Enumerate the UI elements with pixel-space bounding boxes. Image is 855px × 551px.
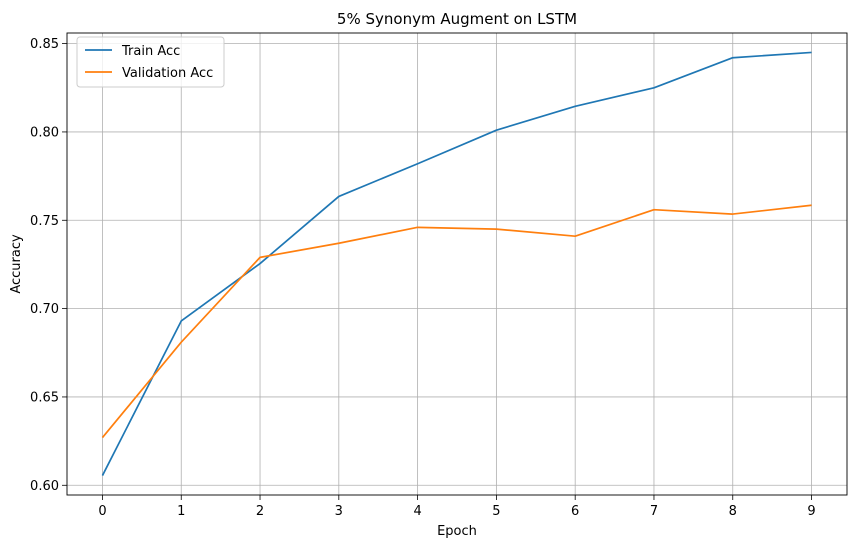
- x-tick-labels: 0 1 2 3 4 5 6 7 8 9: [98, 504, 815, 519]
- x-tick-label: 6: [571, 504, 579, 519]
- x-tick-label: 8: [729, 504, 737, 519]
- y-tick-label: 0.65: [30, 390, 59, 405]
- x-tick-label: 9: [807, 504, 815, 519]
- y-tick-label: 0.85: [30, 37, 59, 52]
- y-axis-label: Accuracy: [9, 234, 24, 294]
- x-axis-label: Epoch: [437, 524, 477, 539]
- legend: Train Acc Validation Acc: [76, 36, 225, 88]
- chart-title: 5% Synonym Augment on LSTM: [337, 10, 577, 28]
- y-tick-label: 0.70: [30, 302, 59, 317]
- y-tick-label: 0.75: [30, 214, 59, 229]
- y-tick-labels: 0.60 0.65 0.70 0.75 0.80 0.85: [30, 37, 59, 494]
- plot-area-frame: [66, 32, 848, 496]
- series-lines: [101, 51, 812, 476]
- x-tick-label: 7: [650, 504, 658, 519]
- series-line-validation-acc: [101, 204, 812, 439]
- x-tick-label: 2: [256, 504, 264, 519]
- series-line-train-acc: [101, 51, 812, 476]
- x-tick-label: 5: [492, 504, 500, 519]
- legend-frame: [76, 36, 225, 88]
- x-tick-label: 4: [413, 504, 421, 519]
- y-tick-label: 0.80: [30, 125, 59, 140]
- axes: [66, 32, 848, 496]
- x-tick-label: 1: [177, 504, 185, 519]
- tick-marks: [62, 43, 812, 500]
- x-tick-label: 0: [98, 504, 106, 519]
- legend-label-train-acc: Train Acc: [121, 44, 180, 59]
- legend-label-validation-acc: Validation Acc: [122, 66, 213, 81]
- y-tick-label: 0.60: [30, 479, 59, 494]
- x-tick-label: 3: [335, 504, 343, 519]
